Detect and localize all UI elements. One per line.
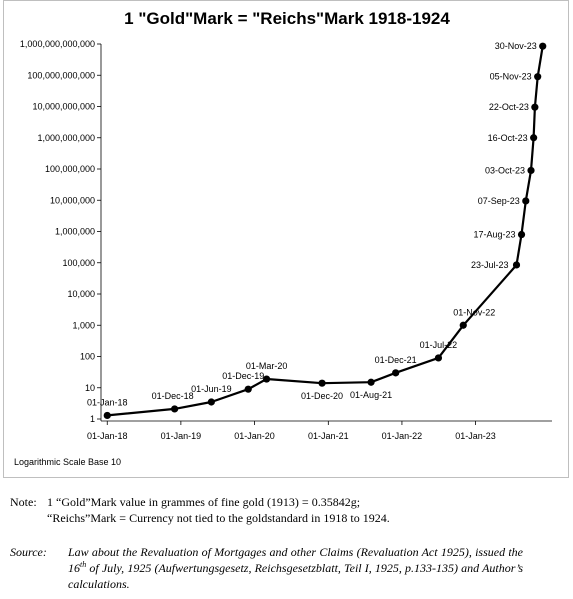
y-tick-label: 100,000,000,000	[27, 70, 95, 80]
x-tick-label: 01-Jan-19	[161, 431, 202, 441]
series-line	[107, 46, 544, 417]
x-tick-label: 01-Jan-20	[234, 431, 275, 441]
y-tick-label: 10,000,000,000	[32, 102, 95, 112]
data-label: 01-Dec-20	[301, 391, 343, 401]
data-label: 23-Jul-23	[471, 260, 509, 270]
data-label: 01-Nov-22	[453, 307, 495, 317]
note-label: Note:	[10, 495, 37, 509]
data-point	[459, 321, 467, 329]
data-point	[530, 134, 538, 142]
data-point	[531, 103, 539, 111]
source-text: Law about the Revaluation of Mortgages a…	[68, 544, 523, 592]
data-point	[392, 369, 400, 377]
data-label: 01-Jan-18	[87, 397, 128, 407]
y-tick-label: 100	[80, 352, 95, 362]
data-label: 01-Jul-22	[420, 340, 458, 350]
note-line-1: 1 “Gold”Mark value in grammes of fine go…	[47, 495, 361, 509]
data-point	[517, 230, 526, 239]
data-point	[262, 375, 271, 383]
data-point	[434, 354, 443, 362]
x-tick-label: 01-Jan-18	[87, 431, 128, 441]
chart-plot: 1 10 100 1,000 10,000 100,000 1,000,000 10,000,…	[20, 39, 552, 441]
y-tick-label: 10,000,000	[50, 195, 95, 205]
y-tick-label: 1,000,000,000,000	[20, 39, 95, 49]
chart-title: 1 "Gold"Mark = "Reichs"Mark 1918-1924	[124, 9, 450, 28]
y-tick-label: 10,000	[67, 289, 95, 299]
x-tick-label: 01-Jan-23	[455, 431, 496, 441]
data-label: 01-Mar-20	[246, 361, 288, 371]
data-point	[512, 261, 521, 269]
data-point	[522, 197, 530, 205]
y-tick-label: 100,000	[62, 258, 95, 268]
data-point	[318, 379, 326, 387]
data-point	[207, 398, 215, 406]
x-tick-label: 01-Jan-21	[308, 431, 349, 441]
data-label: 16-Oct-23	[488, 133, 528, 143]
y-tick-label: 1,000,000	[55, 227, 95, 237]
data-label: 01-Jun-19	[191, 384, 232, 394]
data-label: 05-Nov-23	[490, 72, 532, 82]
source-superscript: th	[80, 560, 87, 569]
data-label: 03-Oct-23	[485, 165, 525, 175]
scale-annotation: Logarithmic Scale Base 10	[14, 457, 122, 467]
data-label: 01-Aug-21	[350, 390, 392, 400]
y-tick-label: 1,000	[72, 320, 95, 330]
x-tick-label: 01-Jan-22	[382, 431, 423, 441]
data-point	[171, 405, 179, 413]
data-label: 01-Dec-19	[222, 371, 264, 381]
data-label: 01-Dec-21	[375, 355, 417, 365]
data-point	[527, 166, 535, 175]
data-label: 22-Oct-23	[489, 102, 529, 112]
source-text-part-1: Law about the Revaluation of Mortgages a…	[68, 545, 523, 575]
data-point	[367, 378, 375, 386]
note-line-2: “Reichs”Mark = Currency not tied to the …	[47, 511, 390, 525]
y-tick-label: 1	[90, 414, 95, 424]
data-point	[539, 42, 547, 50]
source-text-part-2: of July, 1925 (Aufwertungsgesetz, Reichs…	[68, 561, 523, 591]
data-label: 01-Dec-18	[152, 391, 194, 401]
data-point	[534, 73, 542, 81]
data-point	[244, 385, 252, 393]
y-tick-label: 100,000,000	[45, 164, 95, 174]
y-tick-label: 10	[85, 383, 95, 393]
source-label: Source:	[10, 545, 47, 559]
y-tick-label: 1,000,000,000	[37, 133, 95, 143]
data-label: 30-Nov-23	[495, 41, 537, 51]
data-point	[103, 411, 111, 420]
data-label: 17-Aug-23	[474, 230, 516, 240]
data-label: 07-Sep-23	[478, 196, 520, 206]
